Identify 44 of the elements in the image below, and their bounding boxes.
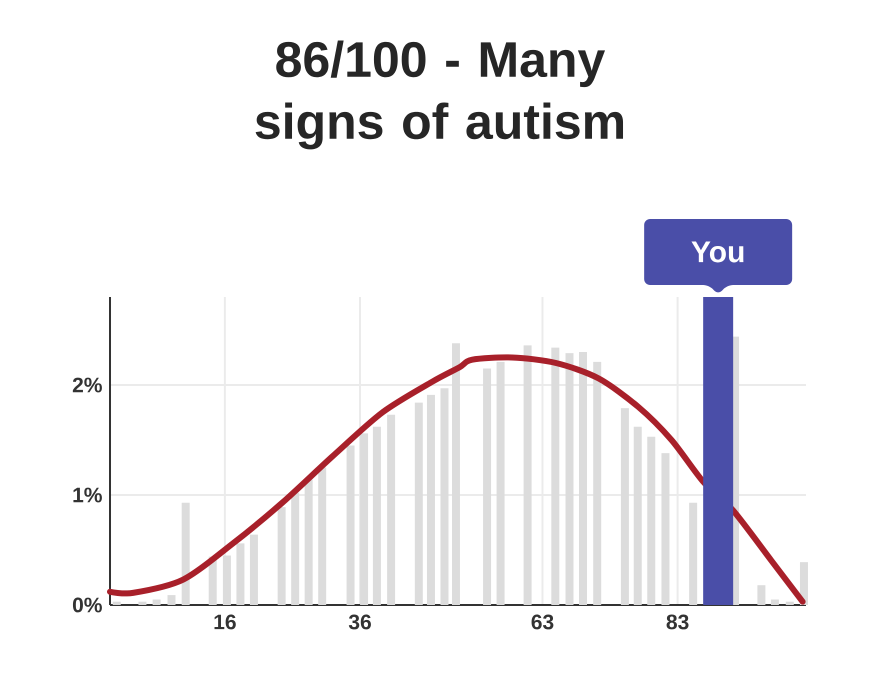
bar [757,585,766,605]
x-tick-label: 16 [214,614,236,630]
x-tick-label: 63 [532,614,554,630]
bar [167,595,176,605]
bar [579,352,588,605]
bar [770,599,779,605]
bar [291,492,300,605]
bar [222,555,231,605]
bar [250,534,258,605]
bar [414,402,423,605]
bar [426,394,435,605]
bar [634,426,642,605]
bar [689,502,698,605]
y-tick-label: 2% [72,378,102,392]
x-tick-label: 83 [666,614,689,630]
bar [483,368,492,605]
bar [524,345,532,605]
bar [593,362,602,605]
bar [304,480,313,605]
ref-line-label: You [691,242,744,262]
bar [346,445,355,605]
bar [661,453,670,605]
y-tick-label: 0% [72,598,102,612]
bar [786,602,794,605]
bar [440,388,448,605]
bar [236,543,244,605]
bar [152,599,161,605]
bar [496,362,505,605]
bar [387,414,396,605]
bar [182,502,190,605]
chart-title: 86/100 - Many signs of autism [256,40,624,150]
bar [318,467,326,605]
x-tick-label: 36 [348,614,371,630]
bar [452,343,460,605]
bar [372,426,381,605]
bar [138,602,146,605]
y-tick-label: 1% [73,488,102,502]
bar [360,433,368,605]
bar [551,348,560,605]
bar [647,436,656,605]
bar [620,408,629,605]
bar [278,507,286,605]
bar [565,353,574,605]
bar [112,602,121,605]
